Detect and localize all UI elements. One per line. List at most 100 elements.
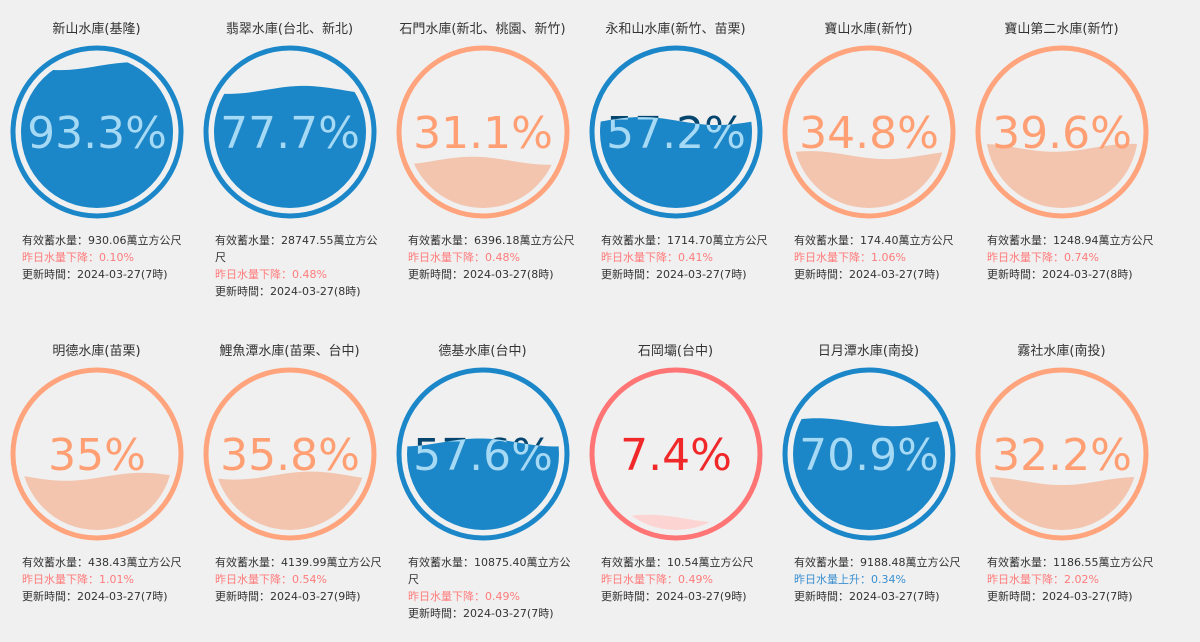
reservoir-card: 石門水庫(新北、桃園、新竹) 31.1% 31.1% 有效蓄水量：6396.18萬立方…: [386, 0, 579, 320]
storage: 有效蓄水量：1248.94萬立方公尺: [987, 234, 1154, 247]
reservoir-card: 明德水庫(苗栗) 35% 35% 有效蓄水量：438.43萬立方公尺 昨日水量下降：1.…: [0, 322, 193, 642]
reservoir-name: 寶山第二水庫(新竹): [1004, 22, 1119, 37]
updated: 更新時間：2024-03-27(9時): [601, 590, 747, 603]
reservoir-info: 有效蓄水量：1186.55萬立方公尺 昨日水量下降：2.02% 更新時間：2024-…: [987, 554, 1155, 605]
storage: 有效蓄水量：9188.48萬立方公尺: [794, 556, 961, 569]
water-fill: [793, 151, 945, 208]
gauge-inner: [407, 156, 559, 208]
percent-label-water: 77.7%: [220, 108, 360, 159]
storage: 有效蓄水量：1714.70萬立方公尺: [601, 234, 768, 247]
percent-label: 35.8%: [220, 430, 360, 481]
gauge-inner: [793, 151, 945, 208]
storage: 有效蓄水量：1186.55萬立方公尺: [987, 556, 1154, 569]
reservoir-card: 石岡壩(台中) 7.4% 7.4% 有效蓄水量：10.54萬立方公尺 昨日水量下降：0.…: [579, 322, 772, 642]
reservoir-info: 有效蓄水量：10875.40萬立方公尺 昨日水量下降：0.49% 更新時間：2024…: [408, 554, 576, 622]
gauge-inner: [21, 472, 173, 530]
updated: 更新時間：2024-03-27(7時): [22, 590, 168, 603]
gauge: 35%35%: [10, 367, 184, 541]
reservoir-card: 永和山水庫(新竹、苗栗) 57.2% 57.2% 有效蓄水量：1714.70萬立方公尺…: [579, 0, 772, 320]
gauge-inner: [21, 62, 173, 208]
gauge-ring: [203, 367, 377, 541]
reservoir-card: 寶山水庫(新竹) 34.8% 34.8% 有效蓄水量：174.40萬立方公尺 昨日水量下…: [772, 0, 965, 320]
gauge-inner: [600, 117, 752, 208]
percent-label-in-water: 70.9%: [799, 430, 939, 481]
reservoir-name: 鯉魚潭水庫(苗栗、台中): [219, 344, 360, 359]
gauge: 93.3%93.3%: [10, 45, 184, 219]
reservoir-card: 翡翠水庫(台北、新北) 77.7% 77.7% 有效蓄水量：28747.55萬立方公尺…: [193, 0, 386, 320]
percent-label-in-water: 31.1%: [413, 108, 553, 159]
gauge: 70.9%70.9%: [782, 367, 956, 541]
reservoir-name: 日月潭水庫(南投): [817, 344, 920, 359]
gauge-ring: [975, 45, 1149, 219]
percent-label: 39.6%: [992, 108, 1132, 159]
gauge: 31.1%31.1%: [396, 45, 570, 219]
gauge-ring: [203, 45, 377, 219]
percent-label-in-water: 57.6%: [413, 430, 553, 481]
water-fill: [407, 156, 559, 208]
water-fill: [214, 471, 366, 530]
storage: 有效蓄水量：28747.55萬立方公尺: [215, 234, 378, 264]
gauge-ring: [782, 45, 956, 219]
reservoir-card: 德基水庫(台中) 57.6% 57.6% 有效蓄水量：10875.40萬立方公尺 昨日水…: [386, 322, 579, 642]
change: 昨日水量下降：0.49%: [408, 590, 520, 603]
storage: 有效蓄水量：10.54萬立方公尺: [601, 556, 754, 569]
updated: 更新時間：2024-03-27(7時): [987, 590, 1133, 603]
reservoir-card: 鯉魚潭水庫(苗栗、台中) 35.8% 35.8% 有效蓄水量：4139.99萬立方公尺…: [193, 322, 386, 642]
percent-label-in-water: 77.7%: [220, 108, 360, 159]
change: 昨日水量下降：2.02%: [987, 573, 1099, 586]
water-fill: [407, 438, 559, 530]
updated: 更新時間：2024-03-27(7時): [408, 607, 554, 620]
percent-label: 70.9%: [799, 430, 939, 481]
storage: 有效蓄水量：4139.99萬立方公尺: [215, 556, 382, 569]
reservoir-info: 有效蓄水量：930.06萬立方公尺 昨日水量下降：0.10% 更新時間：2024-0…: [22, 232, 190, 283]
gauge-ring: [10, 45, 184, 219]
percent-label-water: 93.3%: [27, 108, 167, 159]
reservoir-info: 有效蓄水量：6396.18萬立方公尺 昨日水量下降：0.48% 更新時間：2024-…: [408, 232, 576, 283]
storage: 有效蓄水量：6396.18萬立方公尺: [408, 234, 575, 247]
gauge: 7.4%7.4%: [589, 367, 763, 541]
storage: 有效蓄水量：930.06萬立方公尺: [22, 234, 182, 247]
water-fill: [793, 418, 945, 530]
percent-label: 31.1%: [413, 108, 553, 159]
gauge: 32.2%32.2%: [975, 367, 1149, 541]
reservoir-info: 有效蓄水量：4139.99萬立方公尺 昨日水量下降：0.54% 更新時間：2024-…: [215, 554, 383, 605]
gauge: 34.8%34.8%: [782, 45, 956, 219]
updated: 更新時間：2024-03-27(8時): [408, 268, 554, 281]
updated: 更新時間：2024-03-27(9時): [215, 590, 361, 603]
reservoir-name: 霧社水庫(南投): [1017, 344, 1106, 359]
gauge-inner: [214, 85, 366, 208]
percent-label-in-water: 35.8%: [220, 430, 360, 481]
reservoir-name: 寶山水庫(新竹): [824, 22, 913, 37]
reservoir-name: 德基水庫(台中): [438, 344, 527, 359]
updated: 更新時間：2024-03-27(7時): [794, 268, 940, 281]
updated: 更新時間：2024-03-27(7時): [22, 268, 168, 281]
percent-label-water: 35.8%: [220, 430, 360, 481]
change: 昨日水量下降：1.06%: [794, 251, 906, 264]
reservoir-info: 有效蓄水量：438.43萬立方公尺 昨日水量下降：1.01% 更新時間：2024-0…: [22, 554, 190, 605]
percent-label-water: 70.9%: [799, 430, 939, 481]
percent-label: 35%: [48, 430, 146, 481]
reservoir-info: 有效蓄水量：10.54萬立方公尺 昨日水量下降：0.49% 更新時間：2024-03…: [601, 554, 769, 605]
gauge: 39.6%39.6%: [975, 45, 1149, 219]
storage: 有效蓄水量：174.40萬立方公尺: [794, 234, 954, 247]
updated: 更新時間：2024-03-27(8時): [987, 268, 1133, 281]
reservoir-info: 有效蓄水量：1714.70萬立方公尺 昨日水量下降：0.41% 更新時間：2024-…: [601, 232, 769, 283]
change: 昨日水量下降：0.74%: [987, 251, 1099, 264]
updated: 更新時間：2024-03-27(8時): [215, 285, 361, 298]
reservoir-card: 霧社水庫(南投) 32.2% 32.2% 有效蓄水量：1186.55萬立方公尺 昨日水量…: [965, 322, 1158, 642]
gauge-ring: [589, 45, 763, 219]
percent-label: 57.2%: [606, 108, 746, 159]
change: 昨日水量上升：0.34%: [794, 573, 906, 586]
gauge-inner: [986, 143, 1138, 208]
change: 昨日水量下降：0.41%: [601, 251, 713, 264]
gauge-ring: [975, 367, 1149, 541]
percent-label: 77.7%: [220, 108, 360, 159]
water-fill: [600, 117, 752, 208]
reservoir-info: 有效蓄水量：9188.48萬立方公尺 昨日水量上升：0.34% 更新時間：2024-…: [794, 554, 962, 605]
water-fill: [986, 477, 1138, 530]
reservoir-info: 有效蓄水量：174.40萬立方公尺 昨日水量下降：1.06% 更新時間：2024-0…: [794, 232, 962, 283]
reservoir-info: 有效蓄水量：1248.94萬立方公尺 昨日水量下降：0.74% 更新時間：2024-…: [987, 232, 1155, 283]
reservoir-name: 石岡壩(台中): [637, 344, 714, 359]
gauge: 57.6%57.6%: [396, 367, 570, 541]
gauge: 77.7%77.7%: [203, 45, 377, 219]
